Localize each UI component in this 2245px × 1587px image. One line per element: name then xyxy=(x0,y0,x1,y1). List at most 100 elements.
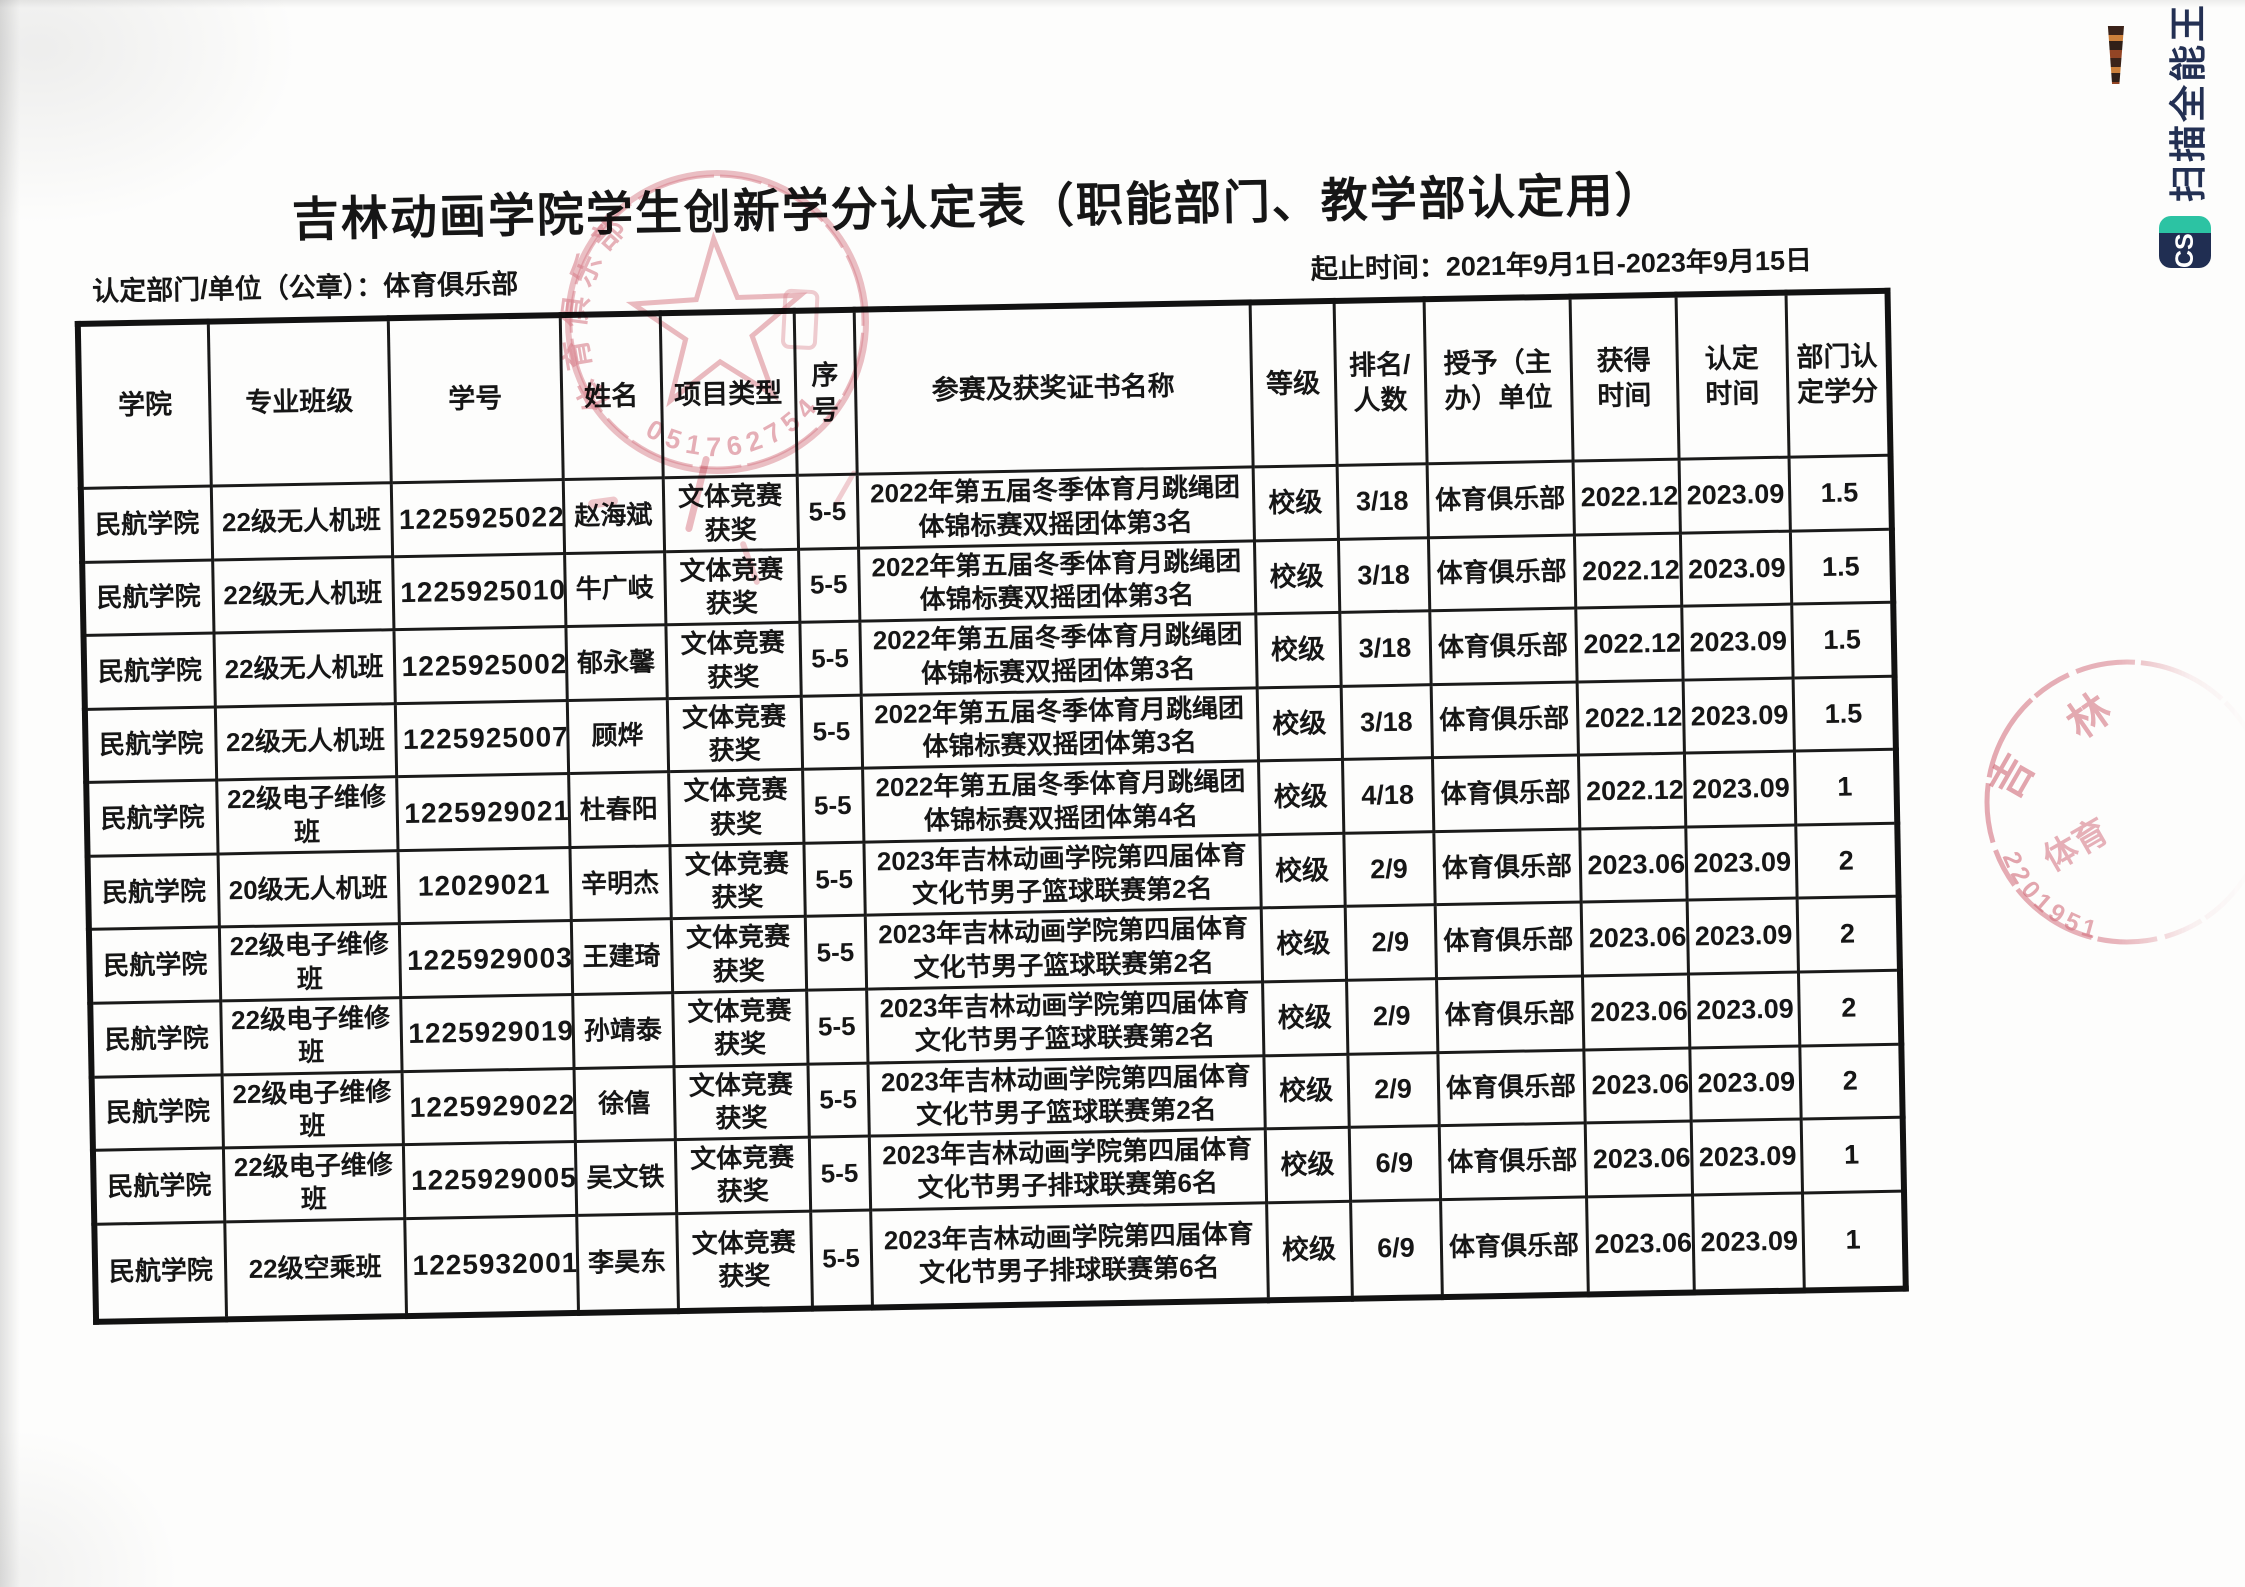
cell-dept-credits: 2 xyxy=(1796,896,1900,973)
cell-rank-ratio: 3/18 xyxy=(1340,684,1432,760)
cell-awarding-unit: 体育俱乐部 xyxy=(1438,1122,1587,1200)
cell-level: 校级 xyxy=(1263,1053,1349,1129)
column-header-level: 等级 xyxy=(1249,300,1337,468)
cell-student-id: 1225929005 xyxy=(402,1141,577,1219)
cell-college: 民航学院 xyxy=(90,1000,222,1077)
cell-student-name: 杜春阳 xyxy=(568,772,670,848)
cell-rank-ratio: 6/9 xyxy=(1350,1199,1442,1299)
cell-level: 校级 xyxy=(1255,612,1341,688)
cell-college: 民航学院 xyxy=(87,853,219,930)
cell-student-id: 1225929003 xyxy=(398,920,573,998)
cell-certificate-name: 2022年第五届冬季体育月跳绳团体锦标赛双摇团体第3名 xyxy=(859,614,1257,696)
cell-serial-no: 5-5 xyxy=(800,695,863,770)
cell-project-type: 文体竞赛获奖 xyxy=(669,843,805,920)
cell-dept-credits: 1.5 xyxy=(1792,676,1896,752)
cell-dept-credits: 1.5 xyxy=(1788,455,1892,531)
cell-serial-no: 5-5 xyxy=(810,1209,872,1309)
cell-serial-no: 5-5 xyxy=(803,842,865,917)
cell-confirm-time: 2023.09 xyxy=(1685,824,1797,901)
cell-student-name: 徐僖 xyxy=(573,1066,675,1142)
cell-serial-no: 5-5 xyxy=(799,621,861,697)
cell-confirm-time: 2023.09 xyxy=(1690,1119,1803,1195)
column-header-college: 学院 xyxy=(77,321,211,489)
cell-student-id: 1225932001 xyxy=(404,1215,579,1317)
cell-rank-ratio: 3/18 xyxy=(1336,464,1428,540)
cell-student-name: 牛广岐 xyxy=(564,551,666,627)
cell-level: 校级 xyxy=(1256,686,1342,762)
cell-confirm-time: 2023.09 xyxy=(1682,677,1794,754)
cell-rank-ratio: 3/18 xyxy=(1337,537,1430,613)
cell-obtain-time: 2022.12 xyxy=(1576,679,1684,756)
cell-certificate-name: 2022年第五届冬季体育月跳绳团体锦标赛双摇团体第3名 xyxy=(858,540,1256,622)
cell-level: 校级 xyxy=(1258,759,1344,835)
cell-dept-credits: 1.5 xyxy=(1789,529,1894,605)
cell-obtain-time: 2022.12 xyxy=(1572,459,1680,535)
cell-obtain-time: 2023.06 xyxy=(1583,1047,1691,1123)
side-seal-char-bottom: 体育 xyxy=(2037,812,2115,879)
cell-major-class: 22级电子维修班 xyxy=(220,997,402,1075)
cell-dept-credits: 2 xyxy=(1799,1043,1903,1120)
cell-college: 民航学院 xyxy=(80,486,213,563)
period-label: 起止时间： xyxy=(1310,251,1447,285)
cell-college: 民航学院 xyxy=(82,559,214,636)
cell-obtain-time: 2022.12 xyxy=(1573,532,1682,609)
cell-college: 民航学院 xyxy=(91,1074,223,1151)
cell-project-type: 文体竞赛获奖 xyxy=(674,1137,811,1214)
cell-major-class: 22级电子维修班 xyxy=(218,924,401,1001)
cell-confirm-time: 2023.09 xyxy=(1686,898,1798,975)
cell-project-type: 文体竞赛获奖 xyxy=(676,1210,812,1312)
cell-obtain-time: 2023.06 xyxy=(1579,826,1687,903)
cell-dept-credits: 1 xyxy=(1800,1117,1904,1193)
cell-rank-ratio: 6/9 xyxy=(1348,1125,1441,1201)
scan-edge-shadow xyxy=(0,0,20,1587)
page-title: 吉林动画学院学生创新学分认定表（职能部门、教学部认定用） xyxy=(291,167,1665,247)
column-header-awarding-unit: 授予（主 办）单位 xyxy=(1423,296,1573,465)
table-body: 民航学院 22级无人机班 1225925022 赵海斌 文体竞赛获奖 5-5 2022年第五… xyxy=(80,455,1906,1322)
column-header-dept-credits: 部门认 定学分 xyxy=(1785,290,1891,458)
cell-awarding-unit: 体育俱乐部 xyxy=(1433,828,1581,906)
cell-awarding-unit: 体育俱乐部 xyxy=(1427,534,1576,612)
cell-certificate-name: 2023年吉林动画学院第四届体育文化节男子篮球联赛第2名 xyxy=(864,908,1263,990)
cell-serial-no: 5-5 xyxy=(802,768,864,844)
cell-awarding-unit: 体育俱乐部 xyxy=(1429,608,1577,685)
cell-project-type: 文体竞赛获奖 xyxy=(672,990,808,1067)
cell-student-name: 王建琦 xyxy=(570,919,673,995)
cell-confirm-time: 2023.09 xyxy=(1689,1045,1801,1122)
cell-student-name: 赵海斌 xyxy=(562,478,665,554)
column-header-rank-ratio: 排名/ 人数 xyxy=(1333,299,1427,466)
camscanner-app-name: 扫描全能王 xyxy=(2168,2,2209,202)
cell-level: 校级 xyxy=(1259,833,1345,909)
cell-major-class: 22级空乘班 xyxy=(224,1218,407,1320)
cell-rank-ratio: 2/9 xyxy=(1347,1052,1439,1128)
camscanner-logo-accent xyxy=(2159,216,2211,234)
issuer-line: 认定部门/单位（公章）：体育俱乐部 xyxy=(92,262,519,309)
column-header-student-id: 学号 xyxy=(387,314,563,483)
cell-student-id: 1225925010 xyxy=(392,553,566,631)
header-seal-org-text: 体育俱乐部 xyxy=(550,198,682,419)
cell-student-id: 1225929021 xyxy=(396,773,570,851)
cell-dept-credits: 1 xyxy=(1802,1190,1906,1291)
cell-college: 民航学院 xyxy=(88,927,221,1004)
cell-level: 校级 xyxy=(1260,906,1347,982)
camscanner-watermark-lockup: CS 扫描全能王 xyxy=(2158,2,2212,268)
cell-awarding-unit: 体育俱乐部 xyxy=(1434,902,1582,979)
cell-major-class: 22级无人机班 xyxy=(210,482,393,560)
cell-obtain-time: 2023.06 xyxy=(1586,1194,1694,1295)
cell-certificate-name: 2022年第五届冬季体育月跳绳团体锦标赛双摇团体第3名 xyxy=(860,687,1259,769)
cell-rank-ratio: 2/9 xyxy=(1346,978,1438,1054)
document-sheet: 吉林动画学院学生创新学分认定表（职能部门、教学部认定用） 认定部门/单位（公章）… xyxy=(72,162,1909,1325)
cell-rank-ratio: 2/9 xyxy=(1344,905,1437,981)
cell-student-name: 吴文铁 xyxy=(574,1139,677,1216)
cell-serial-no: 5-5 xyxy=(808,1136,871,1211)
cell-level: 校级 xyxy=(1264,1127,1351,1203)
cell-major-class: 22级电子维修班 xyxy=(221,1071,403,1148)
side-seal-char-left: 吉 xyxy=(1981,747,2043,807)
cell-confirm-time: 2023.09 xyxy=(1687,972,1800,1048)
cell-major-class: 20级无人机班 xyxy=(217,850,399,928)
cell-obtain-time: 2022.12 xyxy=(1575,606,1683,682)
issuer-label: 认定部门/单位（公章）： xyxy=(91,271,384,307)
cell-awarding-unit: 体育俱乐部 xyxy=(1440,1196,1588,1298)
cell-confirm-time: 2023.09 xyxy=(1683,751,1796,827)
table-header-row: 学院 专业班级 学号 姓名 项目类型序 号参赛及获奖证书名称 等级 排名/ 人数 授予（主 办… xyxy=(77,290,1891,489)
side-seal-char-top: 林 xyxy=(2058,685,2119,748)
